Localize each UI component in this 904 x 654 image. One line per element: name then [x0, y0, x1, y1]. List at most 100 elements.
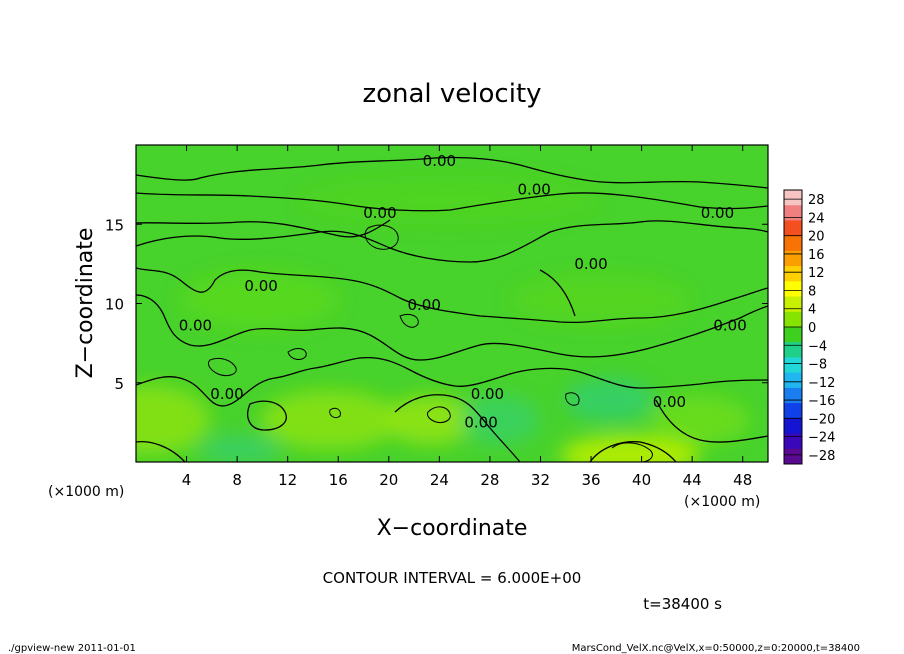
- field-patch: [260, 390, 400, 450]
- colorbar-label: 16: [808, 248, 825, 263]
- x-tick-label: 40: [632, 471, 651, 489]
- colorbar-label: −28: [808, 449, 835, 464]
- time-label: t=38400 s: [643, 595, 722, 613]
- colorbar-label: −16: [808, 394, 835, 409]
- contour-line: [394, 394, 521, 462]
- chart-title: zonal velocity: [362, 79, 541, 109]
- colorbar-label: 24: [808, 211, 825, 226]
- colorbar-label: 8: [808, 284, 816, 299]
- contour-line: [247, 400, 287, 431]
- field-patch: [565, 378, 655, 422]
- colorbar-swatch: [784, 448, 802, 465]
- contour-line: [589, 441, 677, 462]
- contour-interval: CONTOUR INTERVAL = 6.000E+00: [323, 569, 582, 587]
- contour-line: [364, 224, 399, 250]
- contour-label: 0.00: [701, 204, 734, 222]
- colorbar-swatch: [784, 311, 802, 328]
- field-patch: [650, 395, 750, 445]
- contour-line: [136, 219, 391, 238]
- footer-right: MarsCond_VelX.nc@VelX,x=0:50000,z=0:2000…: [572, 643, 860, 654]
- colorbar-swatch: [784, 266, 802, 282]
- contour-label: 0.00: [464, 413, 497, 431]
- footer-left: ./gpview-new 2011-01-01: [8, 643, 136, 654]
- colorbar-label: 20: [808, 230, 825, 245]
- contour-line: [207, 357, 237, 377]
- contour-line: [136, 294, 768, 361]
- colorbar-label: −12: [808, 376, 835, 391]
- contour-line: [136, 192, 768, 212]
- contour-label: 0.00: [210, 385, 243, 403]
- contour-line: [136, 220, 768, 263]
- colorbar-swatch: [784, 357, 802, 374]
- contour-label: 0.00: [471, 385, 504, 403]
- field-patch: [300, 175, 600, 225]
- colorbar: 28 24 20 16 12 8 4 0 −4 −8 −12 −16 −20 −24 −28: [783, 189, 835, 465]
- colorbar-label: 4: [808, 303, 816, 318]
- x-tick-label: 28: [480, 471, 499, 489]
- field-patch: [510, 275, 690, 325]
- colorbar-swatch: [784, 403, 802, 419]
- contour-label: 0.00: [653, 393, 686, 411]
- colorbar-swatch: [784, 372, 802, 389]
- contour-line: [329, 407, 341, 419]
- contour-line: [136, 156, 768, 189]
- colorbar-label: −8: [808, 358, 827, 373]
- contour-line: [136, 356, 768, 407]
- colorbar-swatch: [784, 418, 802, 435]
- x-tick-label: 48: [733, 471, 752, 489]
- contour-line: [287, 348, 307, 360]
- y-axis-ticks: 5 10 15: [105, 216, 768, 393]
- x-tick-label: 20: [379, 471, 398, 489]
- field-patch: [460, 395, 540, 445]
- colorbar-swatch: [784, 205, 802, 221]
- colorbar-swatch: [784, 433, 802, 450]
- x-tick-label: 24: [430, 471, 449, 489]
- y-tick-label: 15: [105, 216, 124, 234]
- field-patch: [180, 270, 340, 330]
- plot-area: 0.00 0.00 0.00 0.00 0.00 0.00 0.00 0.00 0.00 0.00…: [136, 145, 768, 462]
- contour-line: [655, 399, 768, 443]
- contour-line: [399, 313, 419, 328]
- contour-label: 0.00: [407, 296, 440, 314]
- contour-line: [539, 269, 576, 317]
- contour-label: 0.00: [363, 204, 396, 222]
- colorbar-label: −20: [808, 412, 835, 427]
- x-tick-label: 16: [329, 471, 348, 489]
- y-tick-label: 5: [114, 375, 124, 393]
- contour-label: 0.00: [574, 255, 607, 273]
- colorbar-swatch: [784, 342, 802, 358]
- x-axis-label: X−coordinate: [377, 516, 528, 541]
- contour-label: 0.00: [179, 317, 212, 335]
- colorbar-label: 0: [808, 321, 816, 336]
- colorbar-swatch: [784, 296, 802, 313]
- contour-label: 0.00: [244, 277, 277, 295]
- colorbar-label: 28: [808, 193, 825, 208]
- x-tick-label: 8: [232, 471, 242, 489]
- x-unit-label-right: (×1000 m): [684, 494, 760, 510]
- colorbar-swatch: [784, 281, 802, 298]
- contour-labels: 0.00 0.00 0.00 0.00 0.00 0.00 0.00 0.00 0.00 0.00…: [179, 152, 747, 432]
- contour-label: 0.00: [713, 317, 746, 335]
- colorbar-swatch: [784, 235, 802, 252]
- contour-line: [611, 442, 653, 462]
- x-tick-label: 44: [683, 471, 702, 489]
- field-patch: [385, 395, 475, 445]
- contour-label: 0.00: [517, 180, 550, 198]
- contour-line: [427, 406, 451, 423]
- colorbar-swatch: [784, 327, 802, 343]
- contour-line: [136, 440, 186, 462]
- contour-line: [565, 392, 580, 406]
- colorbar-label: 12: [808, 266, 825, 281]
- colorbar-swatch: [784, 250, 802, 267]
- colorbar-swatch: [784, 190, 802, 206]
- field-patch: [560, 435, 700, 462]
- x-tick-label: 4: [182, 471, 192, 489]
- colorbar-swatch: [784, 387, 802, 404]
- contour-label: 0.00: [423, 152, 456, 170]
- y-tick-label: 10: [105, 296, 124, 314]
- x-tick-label: 32: [531, 471, 550, 489]
- x-tick-label: 12: [278, 471, 297, 489]
- field-patch: [136, 385, 210, 455]
- x-tick-label: 36: [581, 471, 600, 489]
